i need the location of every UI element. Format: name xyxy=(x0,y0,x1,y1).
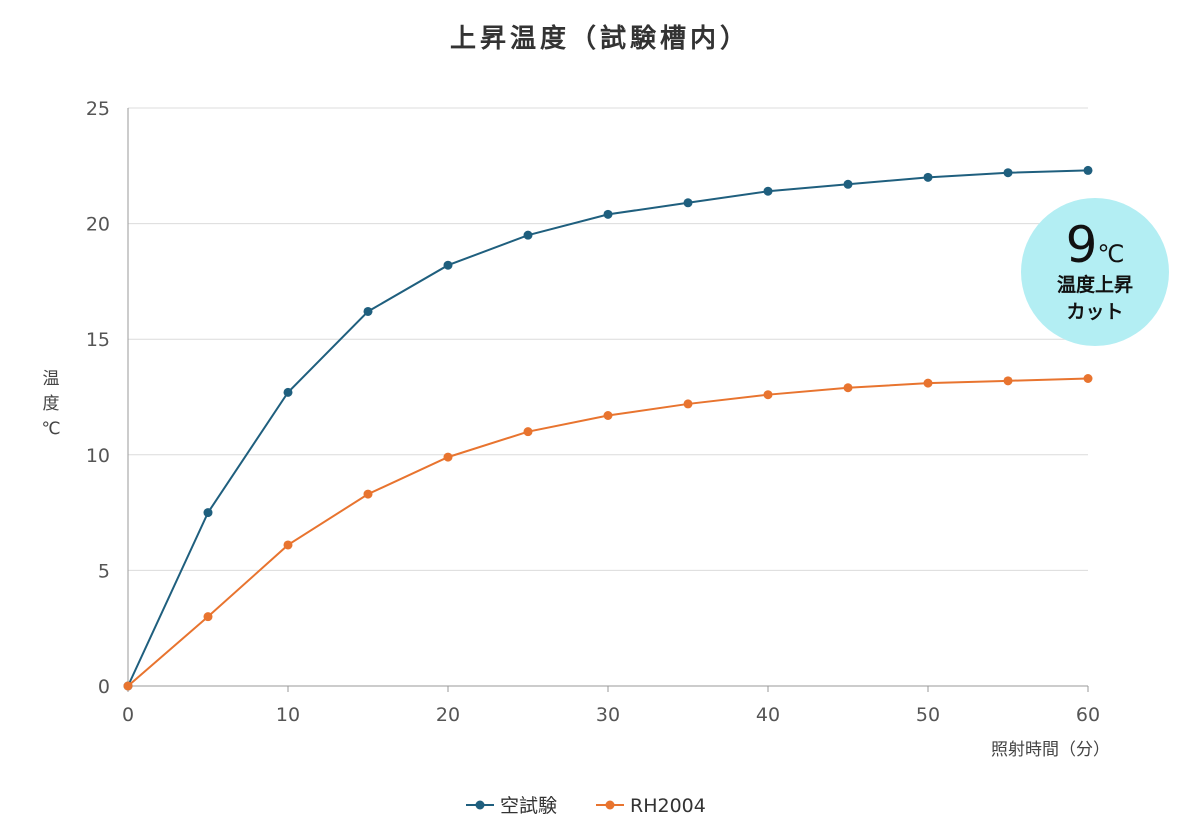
data-point-series-2 xyxy=(603,410,613,420)
annotation-line1: 温度上昇 xyxy=(1057,273,1133,296)
x-axis-label: 照射時間（分） xyxy=(991,740,1110,760)
annotation-line2: カット xyxy=(1066,301,1123,323)
data-point-series-1 xyxy=(603,209,613,219)
x-tick-label: 50 xyxy=(916,704,940,726)
series-group xyxy=(123,165,1093,691)
data-point-series-2 xyxy=(1003,376,1013,386)
y-tick-label: 10 xyxy=(86,445,110,467)
x-tick-label: 40 xyxy=(756,704,780,726)
data-point-series-1 xyxy=(683,198,693,208)
legend: 空試験 RH2004 xyxy=(466,795,706,817)
annotation-circle xyxy=(1021,198,1169,346)
data-point-series-1 xyxy=(1003,168,1013,178)
y-tick-labels: 0 5 10 15 20 25 xyxy=(86,98,110,698)
data-point-series-2 xyxy=(203,612,213,622)
data-point-series-1 xyxy=(283,387,293,397)
y-axis-label: 温度 ℃ xyxy=(41,369,60,439)
data-point-series-1 xyxy=(1083,165,1093,175)
y-axis-label-char: 温 xyxy=(43,369,60,389)
data-point-series-1 xyxy=(843,179,853,189)
legend-marker xyxy=(475,800,485,810)
data-point-series-2 xyxy=(763,390,773,400)
y-tick-label: 15 xyxy=(86,329,110,351)
y-axis-label-char: 度 xyxy=(43,394,60,414)
legend-label: RH2004 xyxy=(630,795,706,817)
data-point-series-1 xyxy=(443,260,453,270)
data-point-series-2 xyxy=(363,489,373,499)
legend-item-1: 空試験 xyxy=(466,795,557,817)
annotation-badge: 9℃ 温度上昇 カット xyxy=(1021,198,1169,346)
x-tick-label: 0 xyxy=(122,704,134,726)
y-axis-label-char: ℃ xyxy=(41,419,60,439)
data-point-series-2 xyxy=(123,681,133,691)
data-point-series-2 xyxy=(283,540,293,550)
series-line-2 xyxy=(127,377,1089,687)
data-point-series-2 xyxy=(523,427,533,437)
legend-marker xyxy=(605,800,615,810)
data-point-series-1 xyxy=(763,186,773,196)
x-tick-labels: 0 10 20 30 40 50 60 xyxy=(122,686,1100,726)
annotation-value: 9 xyxy=(1066,216,1098,274)
grid-lines xyxy=(128,107,1088,571)
y-tick-label: 0 xyxy=(98,676,110,698)
x-tick-label: 20 xyxy=(436,704,460,726)
data-point-series-1 xyxy=(923,172,933,182)
data-point-series-2 xyxy=(923,378,933,388)
series-line-1 xyxy=(127,169,1089,687)
chart-title: 上昇温度（試験槽内） xyxy=(450,23,750,54)
y-tick-label: 5 xyxy=(98,560,110,582)
axes xyxy=(127,108,1088,687)
y-tick-label: 25 xyxy=(86,98,110,120)
data-point-series-2 xyxy=(683,399,693,409)
x-tick-label: 30 xyxy=(596,704,620,726)
y-tick-label: 20 xyxy=(86,214,110,236)
data-point-series-2 xyxy=(1083,374,1093,384)
data-point-series-2 xyxy=(843,383,853,393)
x-tick-label: 10 xyxy=(276,704,300,726)
x-tick-label: 60 xyxy=(1076,704,1100,726)
data-point-series-2 xyxy=(443,452,453,462)
annotation-value-line: 9℃ xyxy=(1066,216,1125,274)
data-point-series-1 xyxy=(203,508,213,518)
data-point-series-1 xyxy=(523,230,533,240)
annotation-unit: ℃ xyxy=(1097,240,1124,268)
legend-label: 空試験 xyxy=(500,795,557,817)
legend-item-2: RH2004 xyxy=(596,795,706,817)
data-point-series-1 xyxy=(363,306,373,316)
